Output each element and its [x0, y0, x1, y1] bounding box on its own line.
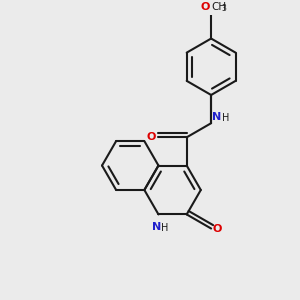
Text: O: O [212, 224, 222, 234]
Text: N: N [212, 112, 221, 122]
Text: H: H [161, 223, 169, 233]
Text: CH: CH [211, 2, 226, 12]
Text: H: H [222, 112, 229, 123]
Text: 3: 3 [222, 4, 227, 14]
Text: N: N [152, 222, 162, 232]
Text: O: O [147, 132, 156, 142]
Text: O: O [200, 2, 210, 12]
